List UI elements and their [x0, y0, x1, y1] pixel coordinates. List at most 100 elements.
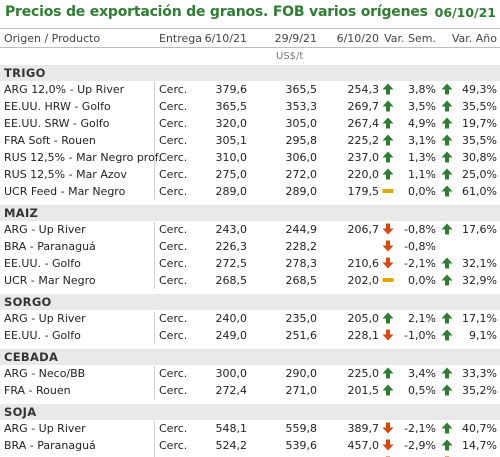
- var-ano-cell: 35,2%: [462, 384, 497, 397]
- var-ano-cell: 33,3%: [462, 367, 497, 380]
- arrow-up-icon: [441, 134, 453, 146]
- section-label: MAIZ: [4, 206, 39, 220]
- price-prev-week-cell: 244,9: [285, 223, 318, 236]
- header-product: Origen / Producto: [4, 32, 101, 45]
- section-header-trigo: TRIGO: [0, 65, 500, 81]
- section-header-maiz: MAIZ: [0, 205, 500, 221]
- price-prev-week-cell: 251,6: [285, 329, 318, 342]
- var-ano-cell: 19,7%: [462, 117, 497, 130]
- var-ano-cell: 17,6%: [462, 223, 497, 236]
- report-date: 06/10/21: [434, 5, 496, 20]
- price-prev-week-cell: 305,0: [285, 117, 318, 130]
- delivery-cell: Cerc.: [159, 312, 188, 325]
- table-row: EE.UU. HRW - Golfo Cerc. 365,5 353,3 269,7 3,…: [0, 99, 500, 115]
- arrow-up-icon: [441, 83, 453, 95]
- var-ano-cell: 17,1%: [462, 312, 497, 325]
- table-row: ARG - Up River Cerc. 548,1 559,8 389,7 -2,1% 4…: [0, 421, 500, 437]
- product-cell: EE.UU. SRW - Golfo: [4, 117, 110, 130]
- var-ano-cell: 35,5%: [462, 100, 497, 113]
- var-sem-cell: 1,1%: [408, 168, 436, 181]
- arrow-down-icon: [382, 240, 394, 252]
- product-cell: ARG - Up River: [4, 223, 86, 236]
- price-prev-week-cell: 235,0: [285, 312, 318, 325]
- price-current-cell: 226,3: [215, 240, 248, 253]
- arrow-up-icon: [382, 367, 394, 379]
- product-cell: EE.UU. - Golfo: [4, 257, 81, 270]
- var-sem-cell: 4,9%: [408, 117, 436, 130]
- header-date-1: 6/10/21: [204, 32, 247, 45]
- table-row: ARG 12,0% - Up River Cerc. 379,6 365,5 254,3…: [0, 82, 500, 98]
- var-sem-cell: 0,0%: [408, 185, 436, 198]
- table-row: RUS 12,5% - Mar Negro prof. Cerc. 310,0 306…: [0, 150, 500, 166]
- arrow-up-icon: [382, 312, 394, 324]
- section-header-sorgo: SORGO: [0, 294, 500, 310]
- price-current-cell: 243,0: [215, 223, 248, 236]
- delivery-cell: Cerc.: [159, 439, 188, 452]
- price-prev-week-cell: 278,3: [285, 257, 318, 270]
- var-ano-cell: 49,3%: [462, 83, 497, 96]
- price-prev-year-cell: 225,0: [347, 367, 380, 380]
- arrow-up-icon: [441, 168, 453, 180]
- var-sem-cell: -2,1%: [404, 422, 436, 435]
- var-ano-cell: 35,5%: [462, 134, 497, 147]
- var-sem-cell: -2,9%: [404, 439, 436, 452]
- table-row: UCR - Mar Negro Cerc. 268,5 268,5 202,0 0,0% 3…: [0, 273, 500, 289]
- arrow-up-icon: [441, 367, 453, 379]
- arrow-up-icon: [382, 83, 394, 95]
- arrow-down-icon: [382, 257, 394, 269]
- var-sem-cell: 0,0%: [408, 274, 436, 287]
- price-prev-year-cell: 205,0: [347, 312, 380, 325]
- var-sem-cell: 2,1%: [408, 312, 436, 325]
- price-current-cell: 305,1: [215, 134, 248, 147]
- arrow-up-icon: [382, 117, 394, 129]
- price-current-cell: 300,0: [215, 367, 248, 380]
- price-prev-week-cell: 290,0: [285, 367, 318, 380]
- product-cell: ARG - Neco/BB: [4, 367, 86, 380]
- header-date-2: 29/9/21: [274, 32, 317, 45]
- table-row: ARG - Up River Cerc. 240,0 235,0 205,0 2,1% 17…: [0, 311, 500, 327]
- price-current-cell: 268,5: [215, 274, 248, 287]
- column-divider: [154, 222, 155, 289]
- product-cell: RUS 12,5% - Mar Negro prof.: [4, 151, 162, 164]
- var-sem-cell: -0,8%: [404, 240, 436, 253]
- var-sem-cell: -2,1%: [404, 257, 436, 270]
- price-prev-year-cell: 228,1: [347, 329, 380, 342]
- product-cell: UCR Feed - Mar Negro: [4, 185, 126, 198]
- product-cell: BRA - Paranaguá: [4, 439, 96, 452]
- price-current-cell: 240,0: [215, 312, 248, 325]
- var-sem-cell: 0,5%: [408, 384, 436, 397]
- var-sem-cell: -0,8%: [404, 223, 436, 236]
- price-current-cell: 320,0: [215, 117, 248, 130]
- arrow-up-icon: [382, 100, 394, 112]
- arrow-up-icon: [441, 223, 453, 235]
- arrow-up-icon: [441, 384, 453, 396]
- arrow-up-icon: [441, 117, 453, 129]
- delivery-cell: Cerc.: [159, 367, 188, 380]
- arrow-up-icon: [441, 439, 453, 451]
- var-sem-cell: 3,5%: [408, 100, 436, 113]
- price-prev-year-cell: 254,3: [347, 83, 380, 96]
- arrow-up-icon: [441, 100, 453, 112]
- arrow-up-icon: [441, 274, 453, 286]
- delivery-cell: Cerc.: [159, 100, 188, 113]
- var-ano-cell: 30,8%: [462, 151, 497, 164]
- table-row: ARG - Up River Cerc. 243,0 244,9 206,7 -0,8% 1…: [0, 222, 500, 238]
- product-cell: FRA - Rouen: [4, 384, 71, 397]
- var-ano-cell: 32,1%: [462, 257, 497, 270]
- delivery-cell: Cerc.: [159, 240, 188, 253]
- header-delivery: Entrega: [159, 32, 203, 45]
- arrow-down-icon: [382, 422, 394, 434]
- price-current-cell: 310,0: [215, 151, 248, 164]
- price-current-cell: 249,0: [215, 329, 248, 342]
- arrow-down-icon: [382, 329, 394, 341]
- var-ano-cell: 61,0%: [462, 185, 497, 198]
- var-sem-cell: 3,1%: [408, 134, 436, 147]
- price-prev-year-cell: 220,0: [347, 168, 380, 181]
- price-prev-week-cell: 289,0: [285, 185, 318, 198]
- flat-bar-icon: [382, 185, 394, 197]
- delivery-cell: Cerc.: [159, 329, 188, 342]
- price-prev-year-cell: 210,6: [347, 257, 380, 270]
- delivery-cell: Cerc.: [159, 223, 188, 236]
- arrow-up-icon: [382, 384, 394, 396]
- table-row: EE.UU. SRW - Golfo Cerc. 320,0 305,0 267,4 4,…: [0, 116, 500, 132]
